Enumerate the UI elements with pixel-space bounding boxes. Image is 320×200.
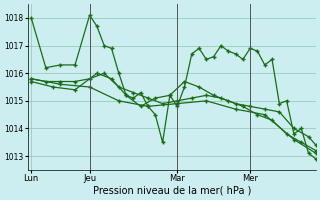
X-axis label: Pression niveau de la mer( hPa ): Pression niveau de la mer( hPa ) [92,186,251,196]
